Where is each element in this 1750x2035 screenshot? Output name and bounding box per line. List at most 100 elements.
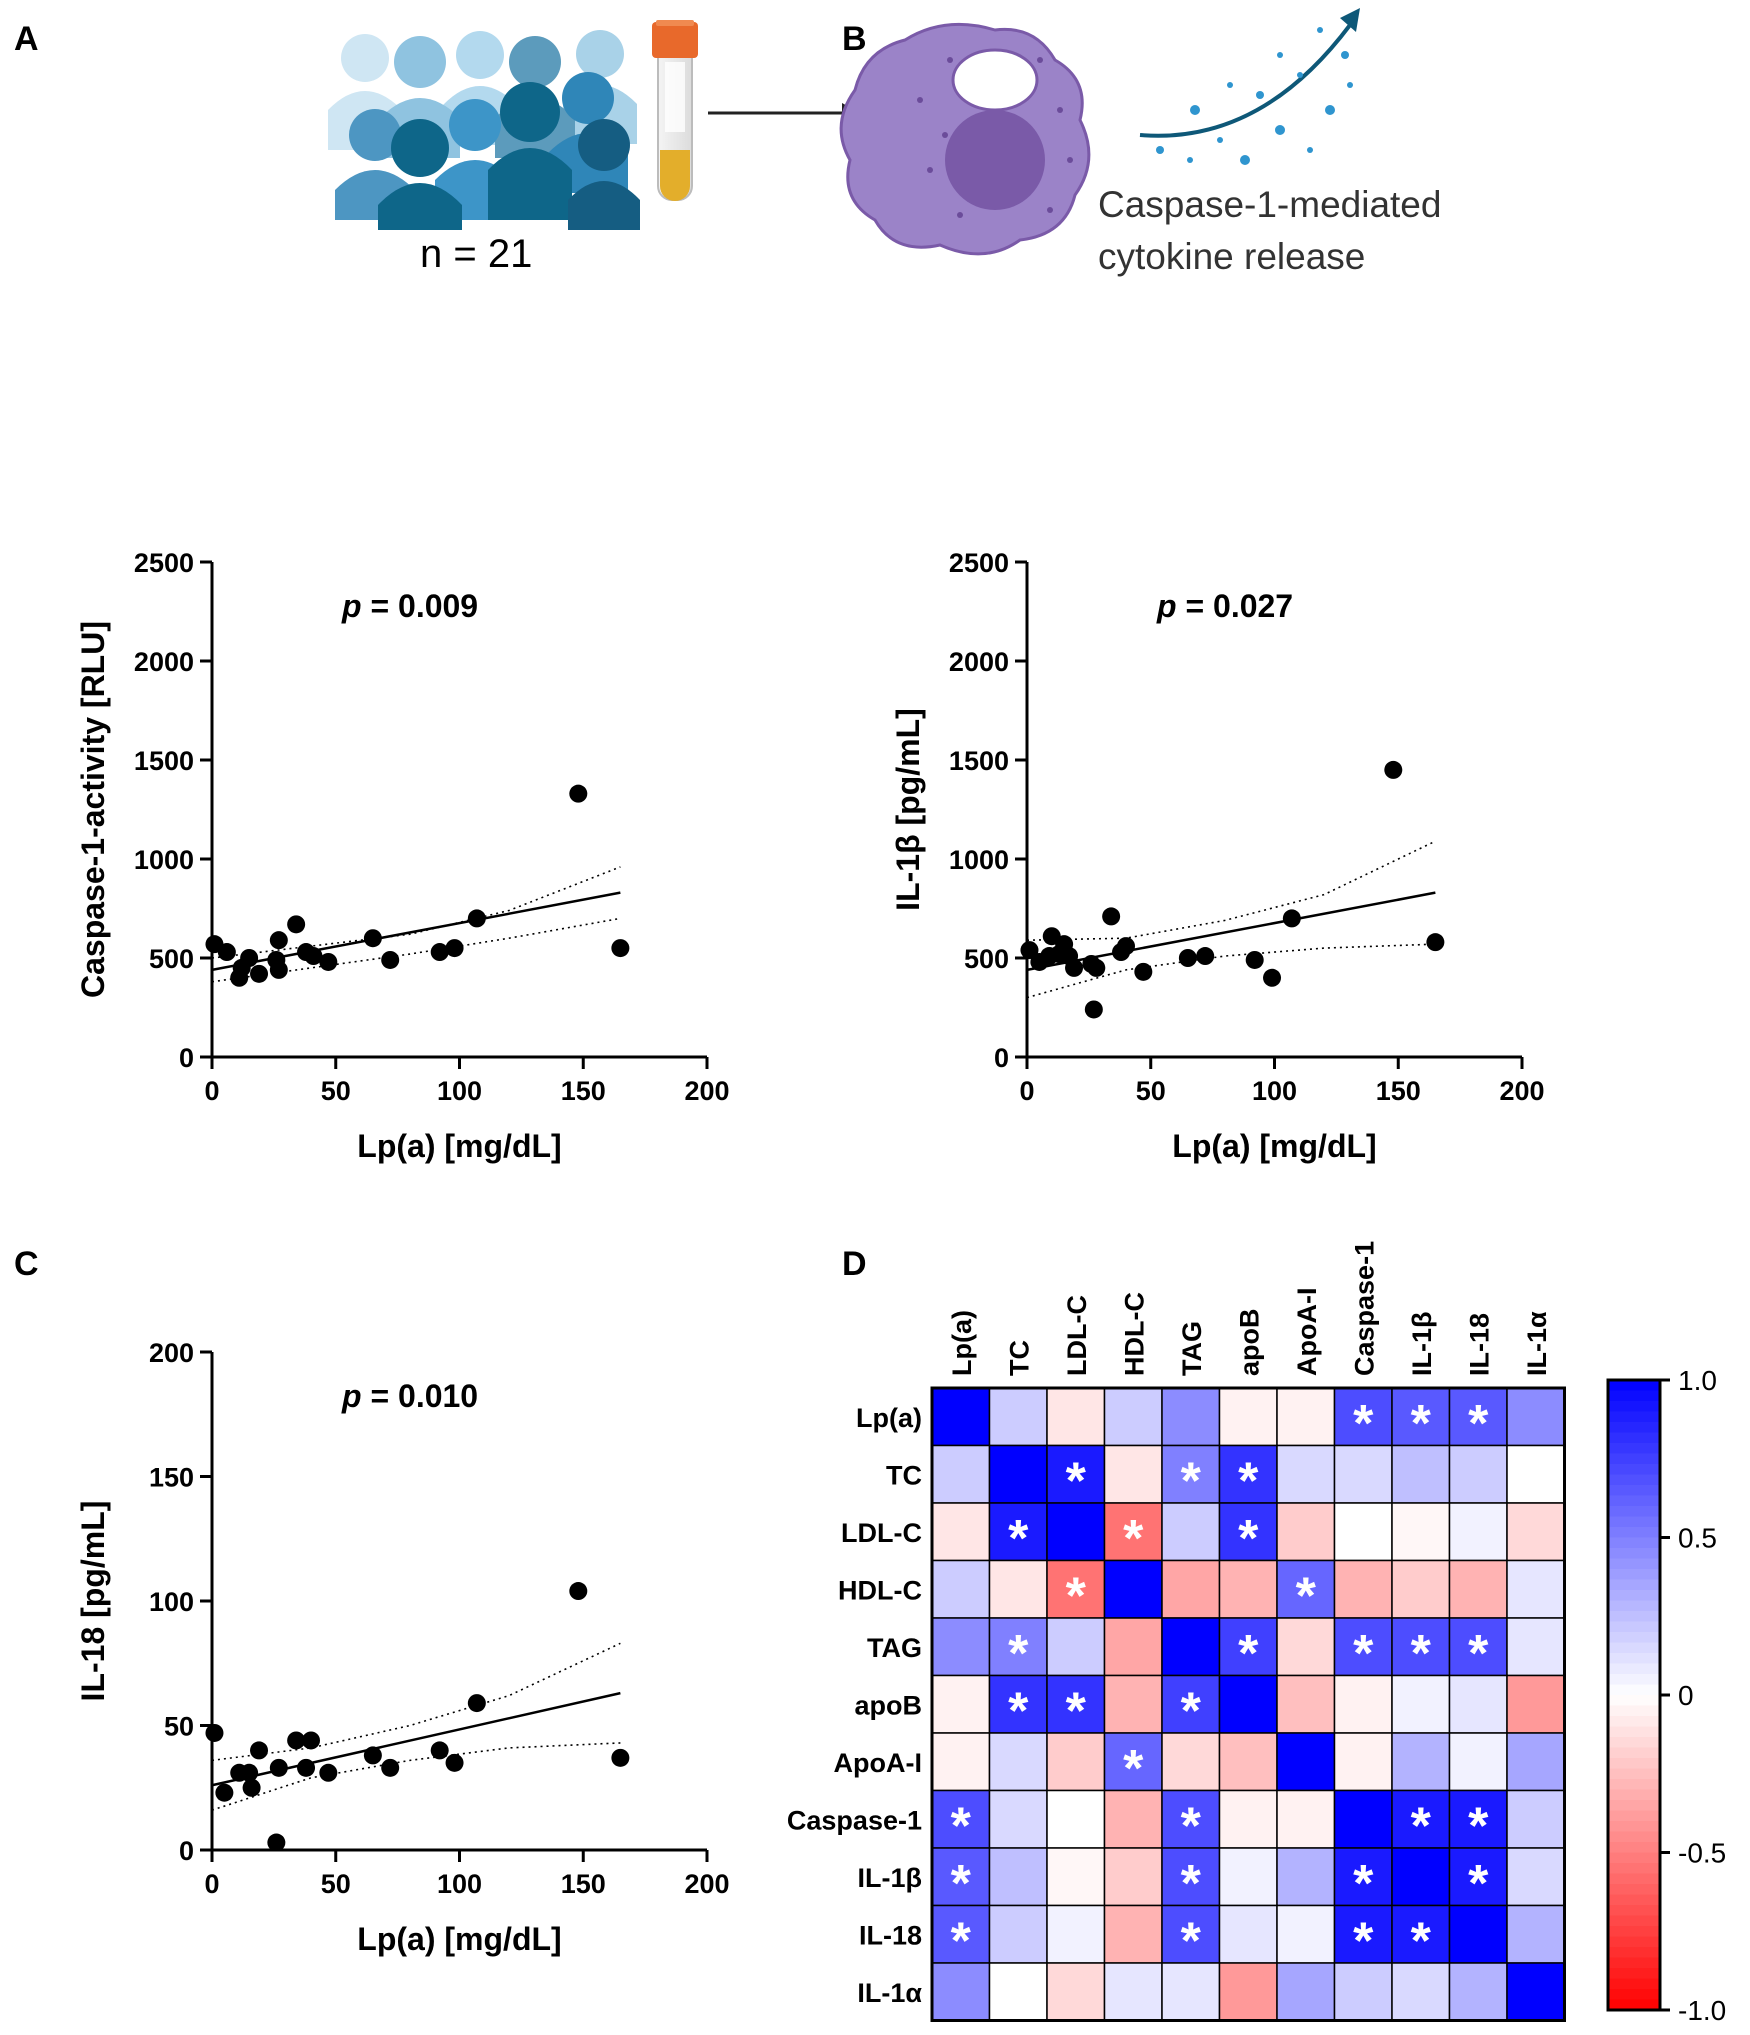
- heatmap-cell: [1218, 1789, 1278, 1849]
- data-point: [302, 1731, 320, 1750]
- x-tick-label: 150: [1376, 1076, 1421, 1106]
- heatmap-cell: [1333, 1789, 1393, 1849]
- heatmap-cell: [1103, 1732, 1163, 1792]
- row-label: IL-1α: [857, 1978, 922, 2008]
- data-point: [569, 784, 588, 803]
- significance-marker: *: [1353, 1625, 1374, 1683]
- colorbar-tick-label: -0.5: [1678, 1838, 1726, 1869]
- column-label: IL-18: [1464, 1313, 1494, 1376]
- data-point: [445, 939, 464, 958]
- data-point: [1178, 949, 1197, 967]
- heatmap-cell: [1448, 1962, 1508, 2022]
- heatmap-cell: [1276, 1904, 1336, 1964]
- data-point: [1263, 968, 1282, 987]
- significance-marker: *: [1238, 1452, 1259, 1510]
- data-point: [445, 1753, 464, 1772]
- heatmap-cell: [1506, 1387, 1566, 1447]
- heatmap-cell: [1103, 1962, 1163, 2022]
- row-label: ApoA-I: [834, 1748, 922, 1778]
- colorbar-segment: [1608, 1380, 1660, 1392]
- heatmap-cell: [1391, 1674, 1451, 1734]
- cytokine-release-icon: [1139, 8, 1360, 165]
- heatmap-cell: [1391, 1617, 1451, 1677]
- y-tick-label: 150: [149, 1463, 194, 1493]
- data-point: [611, 1748, 630, 1767]
- data-point: [430, 943, 449, 962]
- colorbar-segment: [1608, 1527, 1660, 1539]
- il18-scatter-chart: 0 50 100 150 200 0 50 100 150 200 Lp(a) [mg/dL] IL-…: [75, 1338, 730, 1957]
- heatmap-cell: [1218, 1559, 1278, 1619]
- column-label: HDL-C: [1119, 1292, 1149, 1376]
- heatmap-cell: [1276, 1502, 1336, 1562]
- heatmap-cell: [1103, 1559, 1163, 1619]
- p-value-label: p = 0.027: [1156, 588, 1293, 624]
- x-tick-label: 200: [684, 1076, 729, 1106]
- heatmap-cell: [931, 1732, 991, 1792]
- heatmap-cell: [931, 1502, 991, 1562]
- y-tick-label: 0: [994, 1043, 1009, 1073]
- cohort-size-label: n = 21: [420, 232, 533, 276]
- heatmap-cell: [1276, 1559, 1336, 1619]
- colorbar-segment: [1608, 1978, 1660, 1990]
- x-tick-label: 50: [321, 1076, 351, 1106]
- heatmap-cell: [988, 1732, 1048, 1792]
- heatmap-cell: [1276, 1962, 1336, 2022]
- heatmap-cell: [988, 1559, 1048, 1619]
- x-tick-label: 0: [204, 1869, 219, 1899]
- colorbar-segment: [1608, 1842, 1660, 1854]
- heatmap-cell: [1218, 1904, 1278, 1964]
- heatmap-cell: [1506, 1502, 1566, 1562]
- row-label: Lp(a): [856, 1403, 922, 1433]
- row-label: TC: [886, 1460, 922, 1490]
- x-tick-label: 0: [204, 1076, 219, 1106]
- significance-marker: *: [1353, 1855, 1374, 1913]
- data-point: [217, 943, 236, 962]
- data-point: [1117, 937, 1135, 956]
- heatmap-cell: [1391, 1789, 1451, 1849]
- y-tick-label: 100: [149, 1587, 194, 1617]
- heatmap-cell: [1448, 1444, 1508, 1504]
- data-point: [1196, 947, 1215, 966]
- y-tick-label: 200: [149, 1338, 194, 1368]
- x-tick-label: 150: [561, 1076, 606, 1106]
- heatmap-cell: [1276, 1847, 1336, 1907]
- colorbar-segment: [1608, 1684, 1660, 1696]
- colorbar-segment: [1608, 1705, 1660, 1717]
- data-point: [1426, 933, 1445, 952]
- heatmap-cell: [1391, 1904, 1451, 1964]
- heatmap-cell: [1276, 1387, 1336, 1447]
- heatmap-cell: [1448, 1674, 1508, 1734]
- panel-c-label: C: [14, 1245, 39, 1283]
- significance-marker: *: [1181, 1682, 1202, 1740]
- heatmap-cell: [1161, 1502, 1221, 1562]
- column-label: Caspase-1: [1349, 1241, 1379, 1376]
- heatmap-cell: [1161, 1387, 1221, 1447]
- significance-marker: *: [1468, 1395, 1489, 1453]
- panel-d-label: D: [842, 1245, 867, 1283]
- heatmap-cell: [1046, 1617, 1106, 1677]
- colorbar-segment: [1608, 1831, 1660, 1843]
- y-tick-label: 2000: [949, 647, 1009, 677]
- colorbar-segment: [1608, 1600, 1660, 1612]
- colorbar-segment: [1608, 1653, 1660, 1665]
- heatmap-cell: [1218, 1847, 1278, 1907]
- significance-marker: *: [1353, 1395, 1374, 1453]
- x-tick-label: 200: [684, 1869, 729, 1899]
- colorbar-tick-label: 0: [1678, 1680, 1694, 1711]
- colorbar-segment: [1608, 1579, 1660, 1591]
- heatmap-cell: [931, 1962, 991, 2022]
- heatmap-cell: [1276, 1617, 1336, 1677]
- colorbar-segment: [1608, 1915, 1660, 1927]
- heatmap-cell: [1333, 1502, 1393, 1562]
- row-label: apoB: [855, 1690, 923, 1720]
- row-label: Caspase-1: [787, 1805, 922, 1835]
- colorbar-segment: [1608, 1548, 1660, 1560]
- colorbar-segment: [1608, 1422, 1660, 1434]
- data-point: [467, 909, 486, 928]
- y-tick-label: 500: [964, 944, 1009, 974]
- heatmap-cell: [1391, 1559, 1451, 1619]
- colorbar-segment: [1608, 1506, 1660, 1518]
- significance-marker: *: [1066, 1452, 1087, 1510]
- data-point: [240, 949, 259, 967]
- heatmap-cell: [1276, 1789, 1336, 1849]
